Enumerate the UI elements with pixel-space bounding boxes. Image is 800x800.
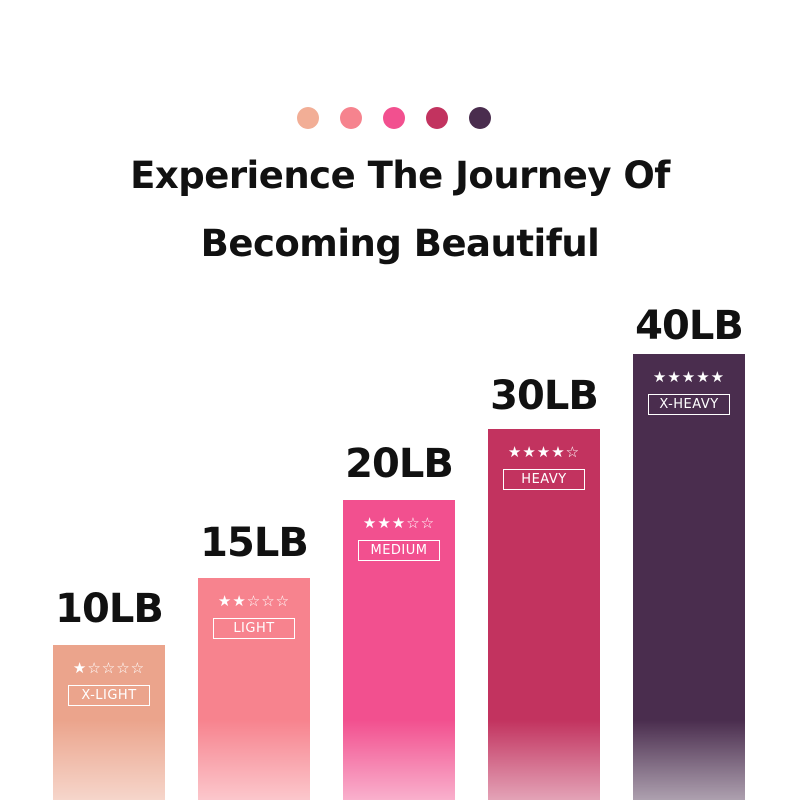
color-dot — [383, 107, 405, 129]
color-dot — [297, 107, 319, 129]
star-rating: ★★★★★ — [652, 368, 726, 386]
band-bar-x-heavy: ★★★★★ X-HEAVY — [633, 354, 745, 800]
weight-label: 40LB — [635, 303, 744, 349]
level-label: HEAVY — [503, 469, 585, 490]
star-rating: ★★★☆☆ — [362, 514, 436, 532]
weight-label: 20LB — [345, 441, 454, 487]
title-line-2: Becoming Beautiful — [200, 222, 600, 265]
level-label: LIGHT — [213, 618, 295, 639]
title-line-1: Experience The Journey Of — [130, 154, 670, 197]
color-dot — [426, 107, 448, 129]
level-label: X-HEAVY — [648, 394, 730, 415]
star-rating: ★★☆☆☆ — [217, 592, 291, 610]
weight-label: 10LB — [55, 586, 164, 632]
level-label: MEDIUM — [358, 540, 440, 561]
band-bar-heavy: ★★★★☆ HEAVY — [488, 429, 600, 800]
star-rating: ★☆☆☆☆ — [72, 659, 146, 677]
weight-label: 15LB — [200, 520, 309, 566]
weight-label: 30LB — [490, 373, 599, 419]
star-rating: ★★★★☆ — [507, 443, 581, 461]
band-bar-medium: ★★★☆☆ MEDIUM — [343, 500, 455, 800]
color-dot — [340, 107, 362, 129]
band-bar-light: ★★☆☆☆ LIGHT — [198, 578, 310, 800]
level-label: X-LIGHT — [68, 685, 150, 706]
band-bar-x-light: ★☆☆☆☆ X-LIGHT — [53, 645, 165, 800]
color-dot — [469, 107, 491, 129]
